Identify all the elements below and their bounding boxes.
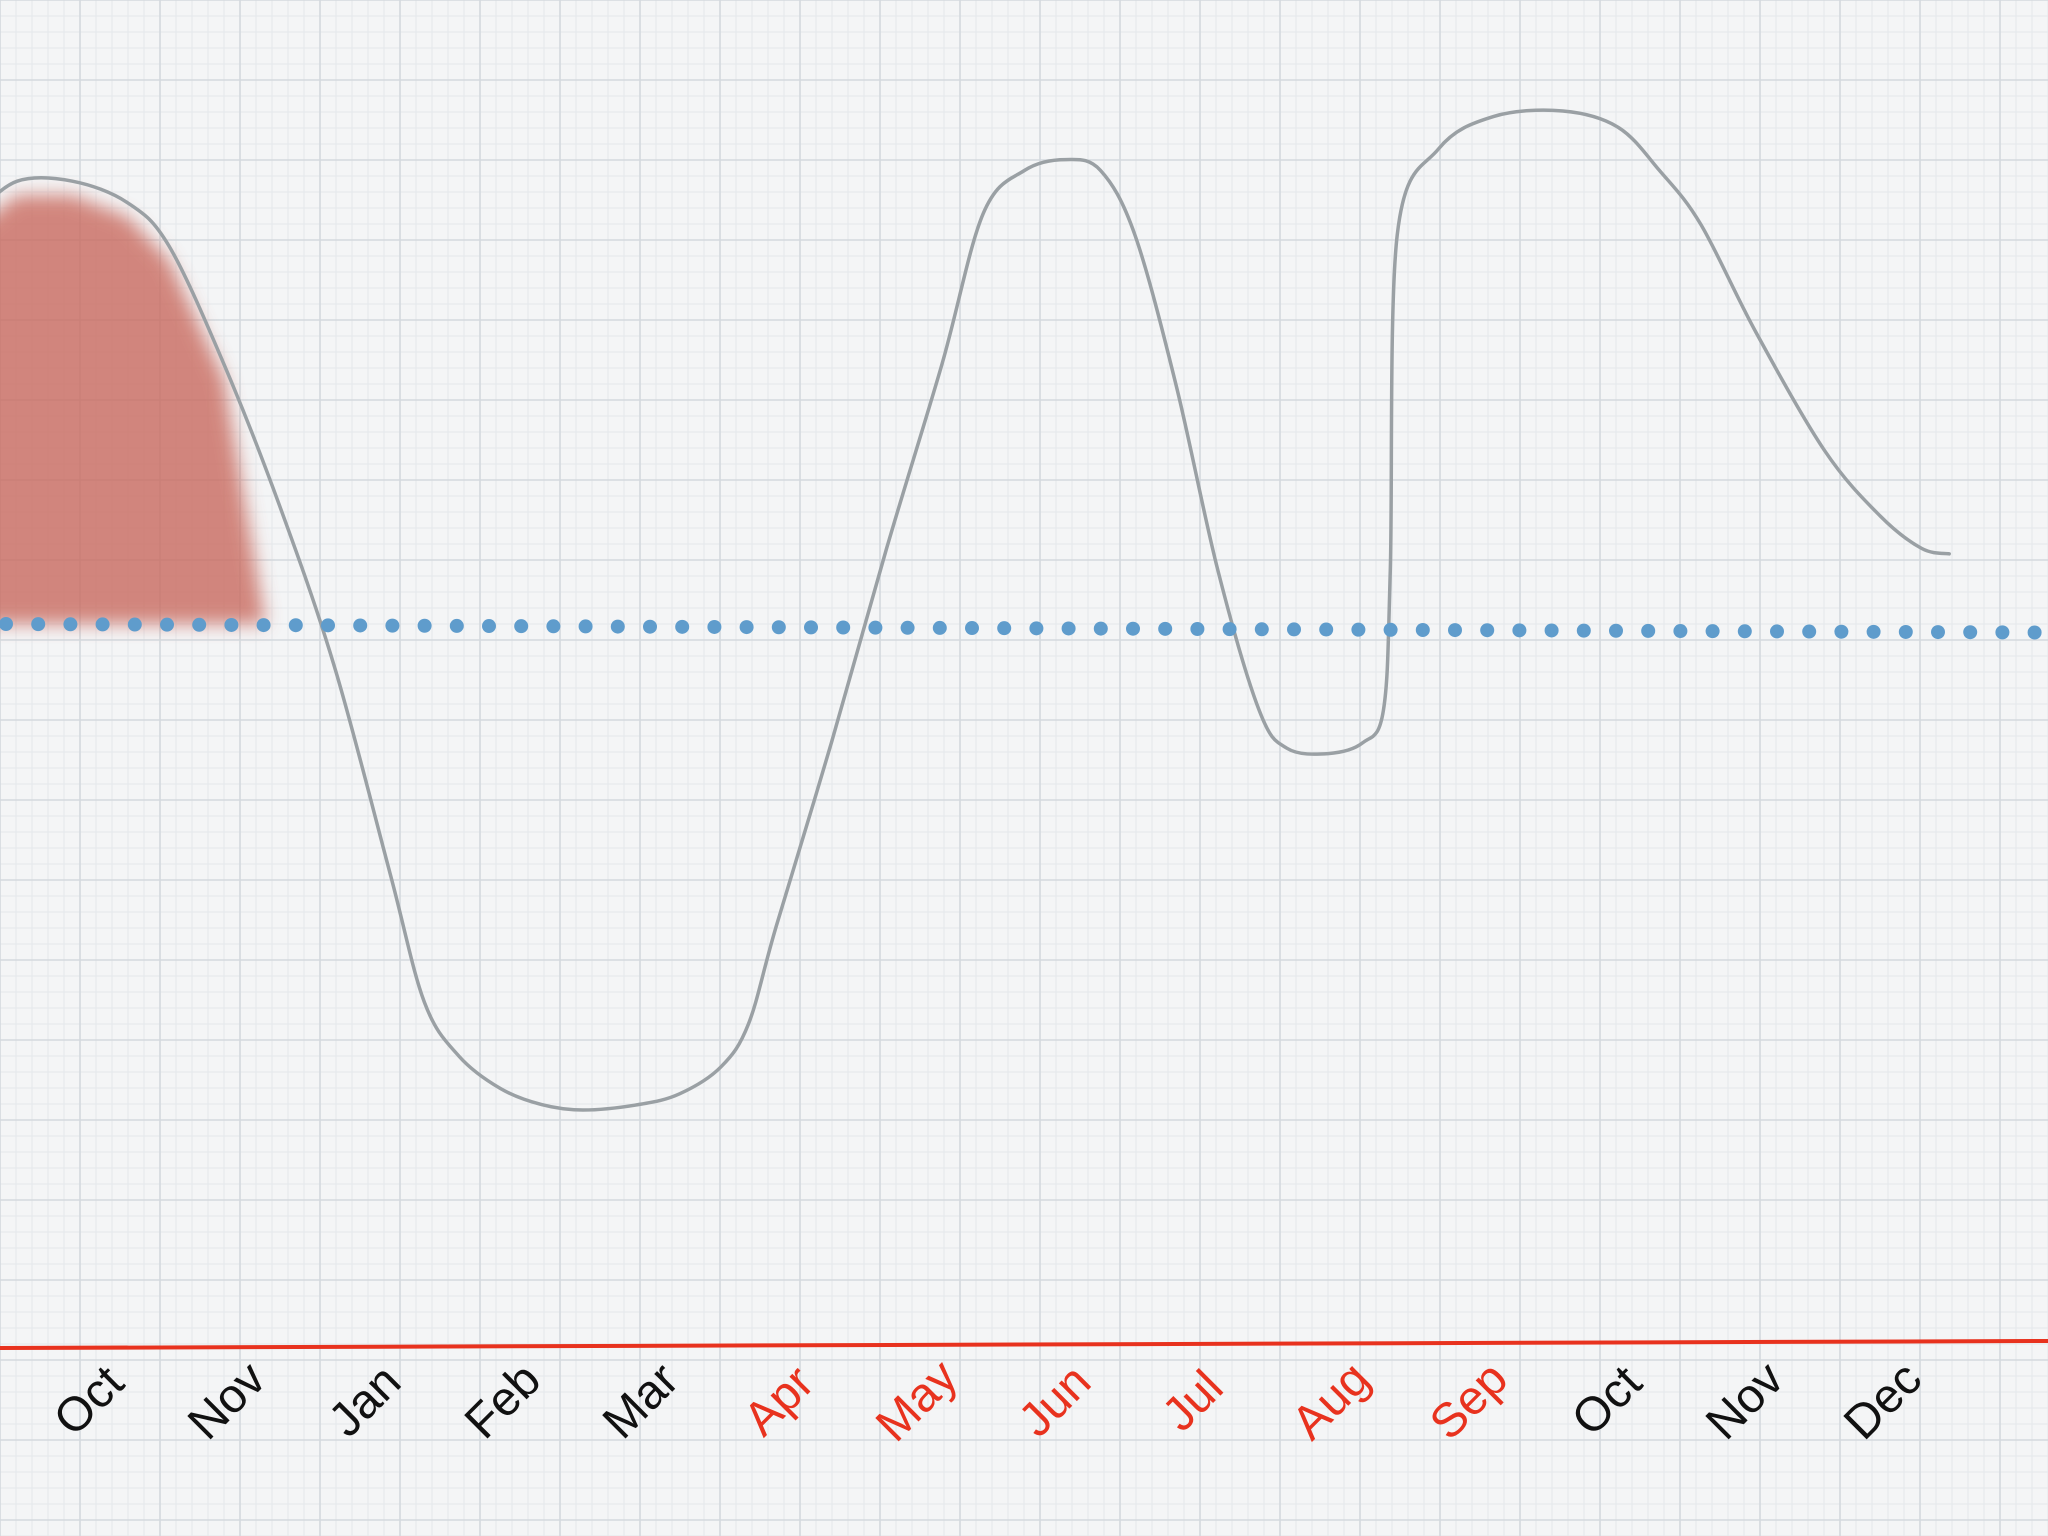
reference-dot [1705,624,1720,639]
reference-dot [127,617,142,632]
reference-dot [31,617,46,632]
reference-dot [288,618,303,633]
highlight-area [0,195,266,624]
reference-dot [95,617,110,632]
reference-dot [1963,625,1978,640]
reference-dot [482,619,496,634]
reference-dot [514,619,529,634]
reference-dot [224,617,239,632]
reference-dot [932,620,947,635]
reference-dot [1931,625,1945,640]
reference-dot [1383,622,1398,637]
reference-dot [1834,624,1849,639]
reference-dot [1126,621,1140,636]
series-layer [0,108,1951,1112]
reference-dot [675,619,690,634]
reference-dot [836,620,851,635]
reference-dot [192,617,207,632]
reference-dot [1415,622,1430,637]
x-axis-line [0,1339,2048,1350]
reference-dot [1254,622,1269,637]
reference-dot [804,620,818,635]
reference-dot [868,620,883,635]
reference-dot [1093,621,1108,636]
reference-dot [965,621,979,636]
reference-dot [160,617,174,632]
reference-dot [256,618,271,633]
reference-dot [1544,623,1559,638]
reference-dot [1802,624,1817,639]
reference-dot [1480,623,1495,638]
reference-dot [578,619,593,634]
reference-dot [546,619,561,634]
reference-dot [353,618,368,633]
highlight-layer [0,195,266,624]
reference-dot [997,621,1012,636]
reference-dot [385,618,400,633]
reference-dot [900,620,915,635]
reference-dot [739,620,754,635]
reference-dot [1673,624,1688,639]
reference-dot [1448,623,1462,638]
reference-dot [1061,621,1076,636]
reference-dot [1609,623,1623,638]
reference-dot [1995,625,2010,640]
reference-dot [1319,622,1334,637]
reference-dot [707,619,722,634]
reference-dot [1737,624,1752,639]
reference-dot [643,619,657,634]
reference-dot [1190,621,1205,636]
reference-dot [1866,624,1881,639]
reference-dot [1770,624,1784,639]
reference-dot [1898,624,1913,639]
reference-dot [1351,622,1366,637]
reference-dot [1158,621,1173,636]
reference-dot [321,618,335,633]
x-axis [0,1339,2048,1350]
reference-dot [2027,625,2042,640]
reference-layer [0,617,2042,640]
reference-dot [417,618,432,633]
reference-dot [610,619,625,634]
reference-dot [1512,623,1527,638]
reference-dot [0,617,13,631]
reference-dot [1029,621,1044,636]
reference-dot [63,617,78,632]
series-line [0,108,1951,1112]
reference-dot [771,620,786,635]
reference-dot [1641,623,1656,638]
reference-dot [1576,623,1591,638]
reference-dot [449,618,464,633]
reference-dot [1222,622,1237,637]
reference-dot [1287,622,1301,637]
